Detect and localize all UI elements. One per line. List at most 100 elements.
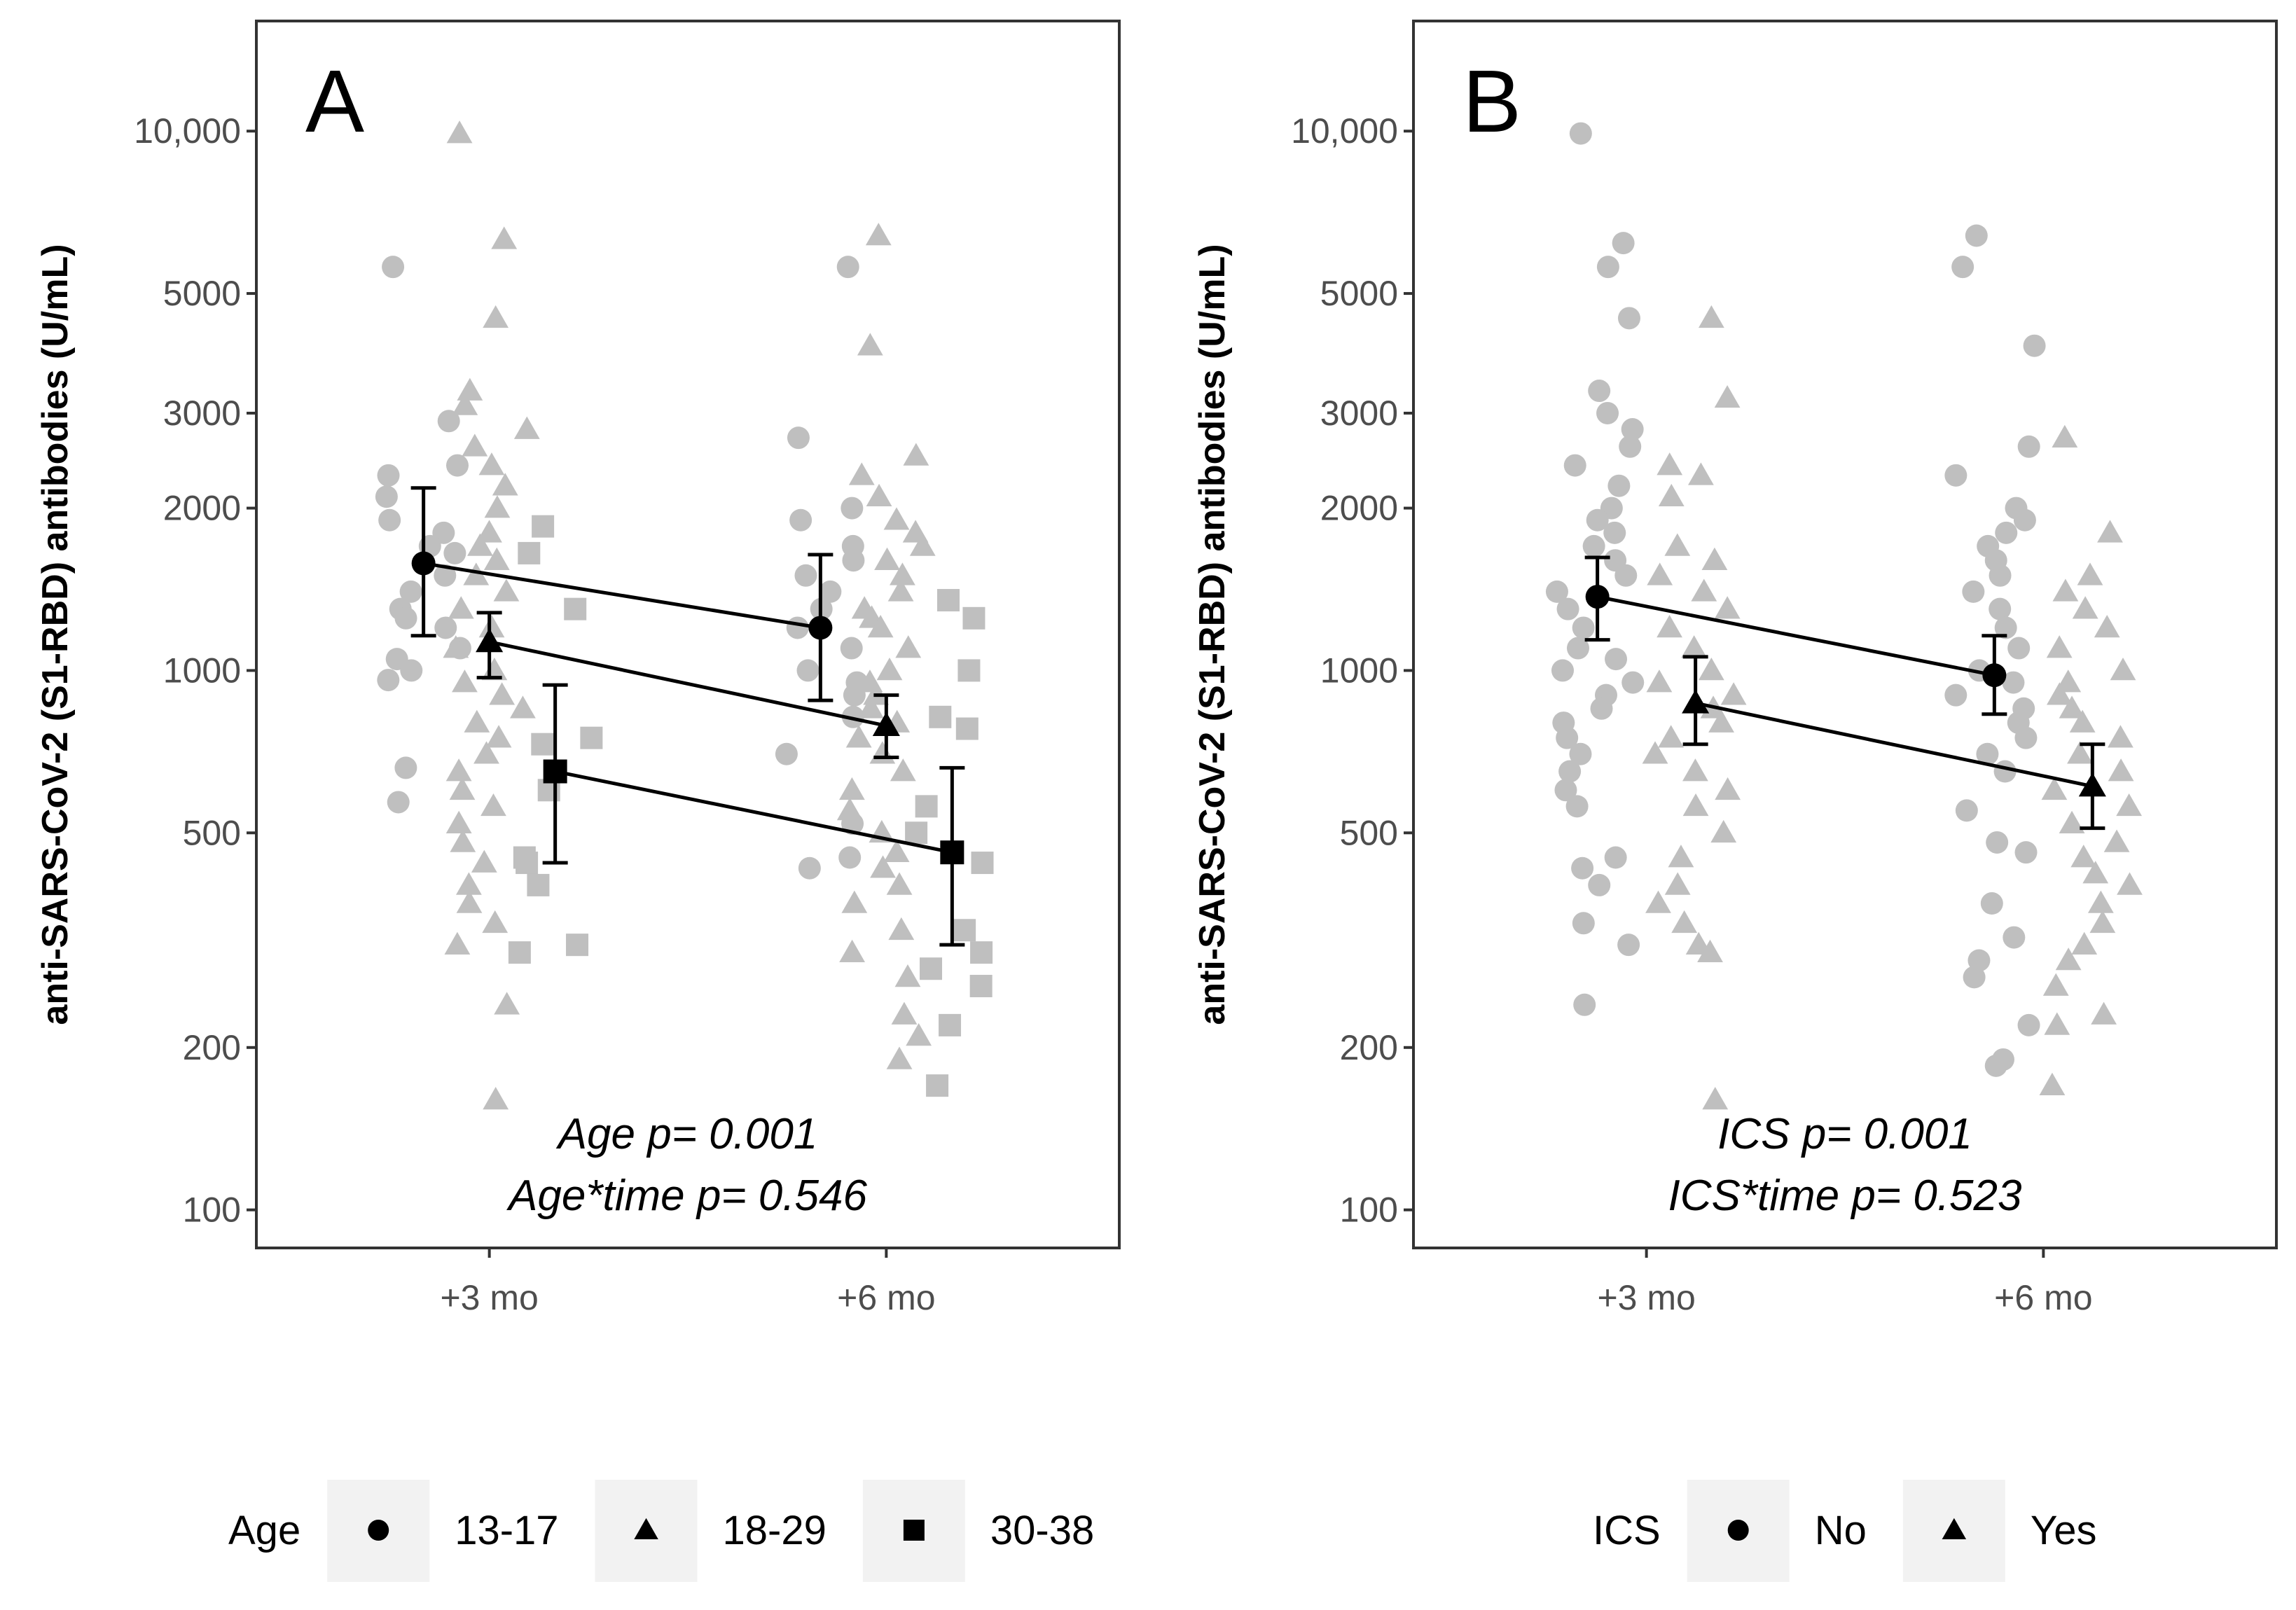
summary-point bbox=[411, 551, 436, 576]
raw-point bbox=[527, 873, 550, 896]
raw-point bbox=[888, 917, 915, 941]
raw-point bbox=[394, 606, 417, 630]
raw-point bbox=[2023, 334, 2046, 357]
raw-point bbox=[883, 507, 910, 530]
raw-point bbox=[377, 669, 400, 692]
raw-point bbox=[1647, 562, 1673, 585]
raw-point bbox=[2082, 861, 2109, 884]
raw-point bbox=[909, 533, 936, 556]
raw-point bbox=[1714, 384, 1741, 408]
raw-point bbox=[1698, 305, 1724, 328]
raw-point bbox=[2094, 615, 2120, 638]
raw-point bbox=[1984, 1054, 2007, 1077]
raw-point bbox=[531, 733, 554, 756]
legend-label: 18-29 bbox=[723, 1508, 827, 1553]
raw-point bbox=[1698, 658, 1724, 681]
raw-point bbox=[876, 658, 903, 681]
trend-line bbox=[555, 770, 953, 854]
raw-point bbox=[2097, 520, 2123, 543]
raw-point bbox=[448, 596, 474, 619]
raw-point bbox=[2039, 1072, 2066, 1095]
raw-point bbox=[2091, 1001, 2117, 1025]
raw-point bbox=[1614, 564, 1638, 587]
raw-point bbox=[434, 564, 457, 587]
raw-point bbox=[838, 777, 865, 800]
raw-point bbox=[841, 890, 868, 913]
raw-point bbox=[478, 452, 505, 476]
raw-point bbox=[394, 756, 417, 779]
trend-line bbox=[1597, 595, 1995, 677]
raw-point bbox=[377, 464, 400, 487]
panel-border bbox=[1412, 20, 2278, 1249]
raw-point bbox=[1658, 725, 1685, 748]
panel-letter: B bbox=[1462, 52, 1521, 151]
raw-point bbox=[1596, 401, 1619, 424]
raw-point bbox=[1682, 793, 1709, 817]
raw-point bbox=[2069, 709, 2096, 733]
raw-point bbox=[1708, 709, 1734, 733]
raw-point bbox=[1569, 122, 1592, 145]
raw-point bbox=[566, 934, 589, 957]
raw-point bbox=[2110, 658, 2136, 681]
raw-point bbox=[955, 717, 978, 740]
raw-point bbox=[2089, 910, 2116, 934]
raw-point bbox=[1588, 873, 1611, 896]
raw-point bbox=[1976, 742, 1999, 765]
trend-line bbox=[1695, 701, 2093, 789]
raw-point bbox=[2041, 777, 2068, 800]
y-tick-label: 200 bbox=[183, 1028, 241, 1067]
raw-point bbox=[1963, 966, 1986, 989]
raw-point bbox=[464, 709, 490, 733]
raw-point bbox=[845, 725, 872, 748]
raw-point bbox=[936, 589, 960, 612]
raw-point bbox=[1658, 483, 1685, 507]
raw-point bbox=[1962, 580, 1985, 603]
legend-label: No bbox=[1815, 1508, 1867, 1553]
raw-point bbox=[962, 606, 986, 630]
raw-point bbox=[870, 855, 896, 878]
raw-point bbox=[1545, 580, 1568, 603]
raw-point bbox=[2117, 872, 2143, 895]
raw-point bbox=[1645, 890, 1671, 913]
raw-point bbox=[1681, 635, 1708, 658]
y-tick-label: 1000 bbox=[163, 651, 241, 690]
summary-point bbox=[1585, 585, 1610, 609]
raw-point bbox=[2007, 637, 2031, 660]
raw-point bbox=[382, 256, 405, 279]
raw-point bbox=[480, 793, 506, 817]
raw-point bbox=[794, 564, 817, 587]
raw-point bbox=[905, 821, 928, 845]
legend-symbol bbox=[903, 1520, 925, 1541]
raw-point bbox=[518, 541, 541, 564]
raw-point bbox=[2087, 890, 2114, 913]
raw-point bbox=[2103, 829, 2130, 852]
raw-point bbox=[838, 846, 862, 869]
raw-point bbox=[455, 872, 482, 895]
raw-point bbox=[485, 725, 512, 748]
summary-point bbox=[543, 759, 567, 784]
raw-point bbox=[1691, 578, 1717, 602]
raw-point bbox=[1664, 533, 1691, 556]
raw-point bbox=[1619, 435, 1642, 458]
raw-point bbox=[926, 1074, 949, 1097]
raw-point bbox=[580, 726, 603, 749]
raw-point bbox=[399, 580, 422, 603]
raw-point bbox=[2077, 562, 2103, 585]
raw-point bbox=[1668, 845, 1694, 868]
raw-point bbox=[1671, 910, 1698, 934]
raw-point bbox=[886, 872, 913, 895]
raw-point bbox=[2059, 695, 2085, 719]
raw-point bbox=[478, 615, 505, 638]
raw-point bbox=[2071, 931, 2098, 955]
raw-point bbox=[1664, 872, 1691, 895]
raw-point bbox=[819, 580, 842, 603]
raw-point bbox=[564, 597, 587, 620]
y-tick-label: 200 bbox=[1340, 1028, 1398, 1067]
x-tick-label: +3 mo bbox=[1597, 1278, 1695, 1317]
raw-point bbox=[444, 931, 471, 955]
legend-label: 30-38 bbox=[990, 1508, 1094, 1553]
raw-point bbox=[895, 635, 922, 658]
raw-point bbox=[510, 695, 536, 719]
legend-title: Age bbox=[228, 1508, 300, 1553]
summary-point bbox=[940, 840, 964, 865]
